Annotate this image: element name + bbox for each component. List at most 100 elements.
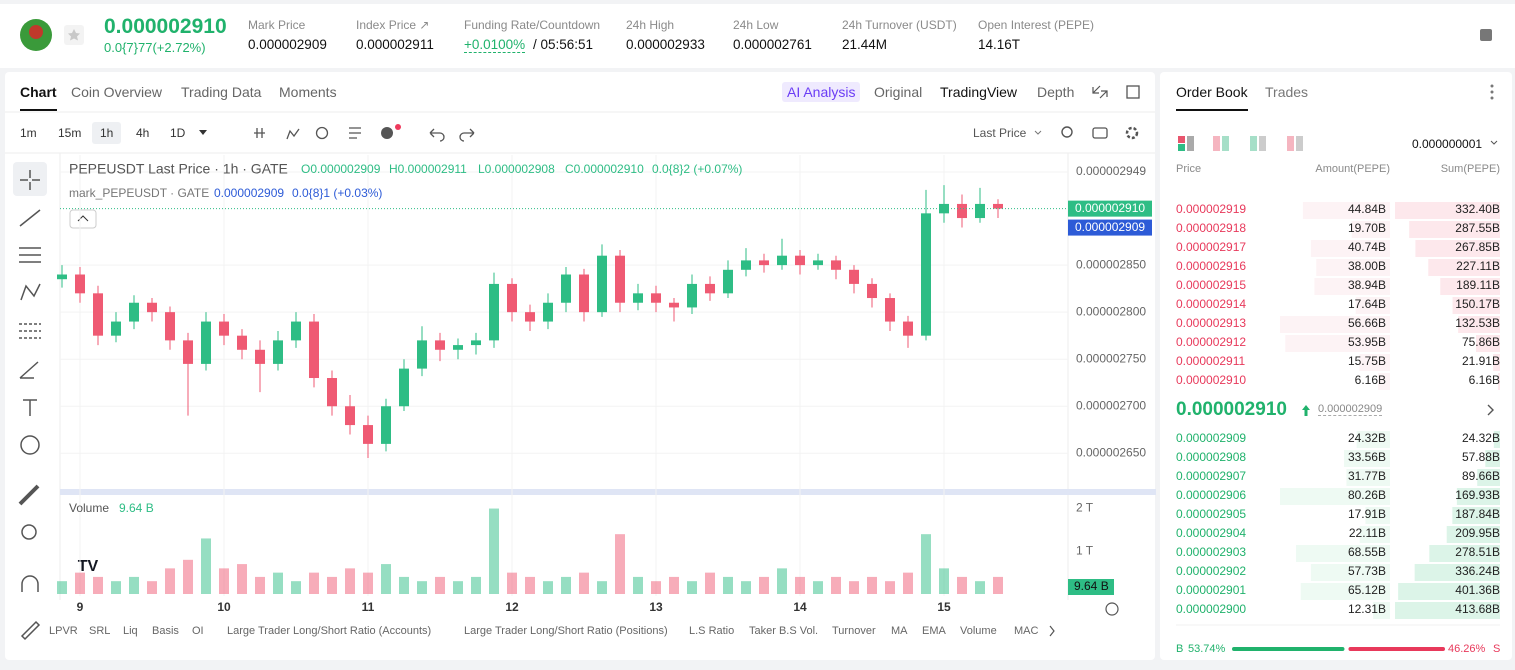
settings-icon[interactable] [1125, 126, 1139, 140]
emoji-tool[interactable] [20, 435, 40, 455]
cursor-tool[interactable] [13, 162, 47, 196]
precision[interactable]: 0.000000001 [1412, 137, 1483, 151]
interval[interactable]: 1h [92, 122, 122, 144]
ob-sum: 332.40B [1455, 202, 1500, 216]
volume-bar [453, 581, 463, 594]
ruler-tool[interactable] [18, 484, 40, 506]
indicator-tab[interactable]: L.S Ratio [689, 625, 735, 637]
view-tab[interactable]: TradingView [940, 84, 1018, 100]
volume-bar [867, 576, 877, 594]
fib-tool[interactable] [19, 323, 41, 339]
volume-bar [345, 568, 355, 594]
scroll-right[interactable] [1049, 625, 1055, 637]
search-icon[interactable] [1061, 126, 1073, 138]
candle-body [597, 255, 607, 313]
legend-title: PEPEUSDT Last Price · 1h · GATE [69, 161, 288, 177]
book-icon[interactable] [1480, 29, 1492, 41]
precision-dropdown[interactable] [1490, 140, 1498, 145]
chart-tab[interactable]: Chart [20, 84, 57, 111]
crosshair-icon [20, 170, 40, 190]
ob-layout-icons[interactable] [1178, 136, 1303, 151]
chart-style-icons[interactable] [254, 128, 300, 140]
snapshot-icon[interactable] [1092, 127, 1108, 139]
interval[interactable]: 1D [170, 126, 186, 140]
volume-bar [921, 534, 931, 594]
more-icon[interactable] [1490, 84, 1494, 100]
indicator-tab[interactable]: MA [891, 625, 908, 637]
depth-bar [1456, 488, 1500, 505]
draw-lock-tool[interactable] [20, 620, 41, 641]
candle-body [435, 340, 445, 350]
chart-tab[interactable]: Coin Overview [71, 84, 163, 100]
indicator-tab[interactable]: MAC [1014, 625, 1039, 637]
volume-bar [633, 576, 643, 594]
ob-price: 0.000002915 [1176, 278, 1246, 292]
replay-icon[interactable] [315, 126, 329, 140]
undo-redo-icons[interactable] [429, 128, 475, 142]
chart-tab[interactable]: Trading Data [181, 84, 262, 100]
view-tab[interactable]: Original [874, 84, 923, 100]
mid-arrow[interactable] [1487, 404, 1494, 416]
y-tick-label: 0.000002700 [1076, 398, 1146, 412]
volume-bar [219, 568, 229, 594]
line-tool[interactable] [19, 209, 41, 227]
interval[interactable]: 1m [20, 126, 37, 140]
collapse-button[interactable] [69, 209, 97, 229]
amount-bar [1344, 450, 1390, 467]
volume-bar [471, 576, 481, 594]
chart-settings-icon[interactable] [1105, 602, 1119, 616]
template-icon[interactable] [349, 127, 361, 139]
candle-body [813, 260, 823, 266]
volume-bar [255, 576, 265, 594]
text-tool[interactable] [23, 399, 37, 416]
window-icon[interactable] [1126, 85, 1140, 99]
price-type[interactable]: Last Price [973, 126, 1027, 140]
orderbook-tab[interactable]: Order Book [1176, 84, 1248, 111]
price-dropdown[interactable] [1034, 130, 1042, 135]
ob-amount: 31.77B [1348, 469, 1386, 483]
ohlc-value: H0.000002911 [389, 162, 467, 176]
stat-value: +0.0100% [464, 37, 526, 53]
zoom-tool[interactable] [21, 524, 37, 540]
up-arrow [1302, 405, 1310, 416]
orderbook-tab[interactable]: Trades [1265, 84, 1309, 100]
indicator-tab[interactable]: Turnover [832, 625, 876, 637]
channel-tool[interactable] [19, 247, 41, 263]
indicator-tab[interactable]: Large Trader Long/Short Ratio (Positions… [464, 625, 668, 637]
brush-tool[interactable] [19, 361, 39, 379]
ob-sum: 401.36B [1455, 583, 1500, 597]
indicator-tab[interactable]: OI [192, 625, 204, 637]
indicator-tab[interactable]: Taker B.S Vol. [749, 625, 819, 637]
indicator-tab[interactable]: EMA [922, 625, 946, 637]
indicator-tab[interactable]: Volume [960, 625, 997, 637]
depth-bar [1398, 583, 1500, 600]
view-tab[interactable]: AI Analysis [782, 82, 861, 102]
indicator-add-icon[interactable] [381, 127, 393, 139]
sell-bar [1348, 647, 1445, 651]
indicator-tab[interactable]: Liq [123, 625, 138, 637]
ob-price: 0.000002908 [1176, 450, 1246, 464]
ob-sum: 6.16B [1469, 373, 1500, 387]
interval-dropdown[interactable] [199, 130, 207, 135]
chart-tab[interactable]: Moments [279, 84, 337, 100]
amount-bar [1356, 431, 1390, 448]
magnet-tool[interactable] [21, 575, 39, 592]
ob-price: 0.000002903 [1176, 545, 1246, 559]
candle-body [381, 406, 391, 444]
volume-bar [57, 581, 67, 594]
ob-price: 0.000002907 [1176, 469, 1246, 483]
candle-body [849, 269, 859, 284]
indicator-tab[interactable]: LPVR [49, 625, 78, 637]
candle-body [93, 293, 103, 336]
interval[interactable]: 4h [136, 126, 150, 140]
pattern-tool[interactable] [20, 283, 41, 301]
indicator-tab[interactable]: Large Trader Long/Short Ratio (Accounts) [227, 625, 432, 637]
volume-bar [183, 559, 193, 594]
last-price: 0.000002910 [104, 15, 227, 38]
interval[interactable]: 15m [58, 126, 82, 140]
stat-value: 21.44M [842, 37, 888, 52]
view-tab[interactable]: Depth [1037, 84, 1075, 100]
indicator-tab[interactable]: Basis [152, 625, 179, 637]
indicator-tab[interactable]: SRL [89, 625, 111, 637]
expand-icon[interactable] [1092, 85, 1108, 99]
